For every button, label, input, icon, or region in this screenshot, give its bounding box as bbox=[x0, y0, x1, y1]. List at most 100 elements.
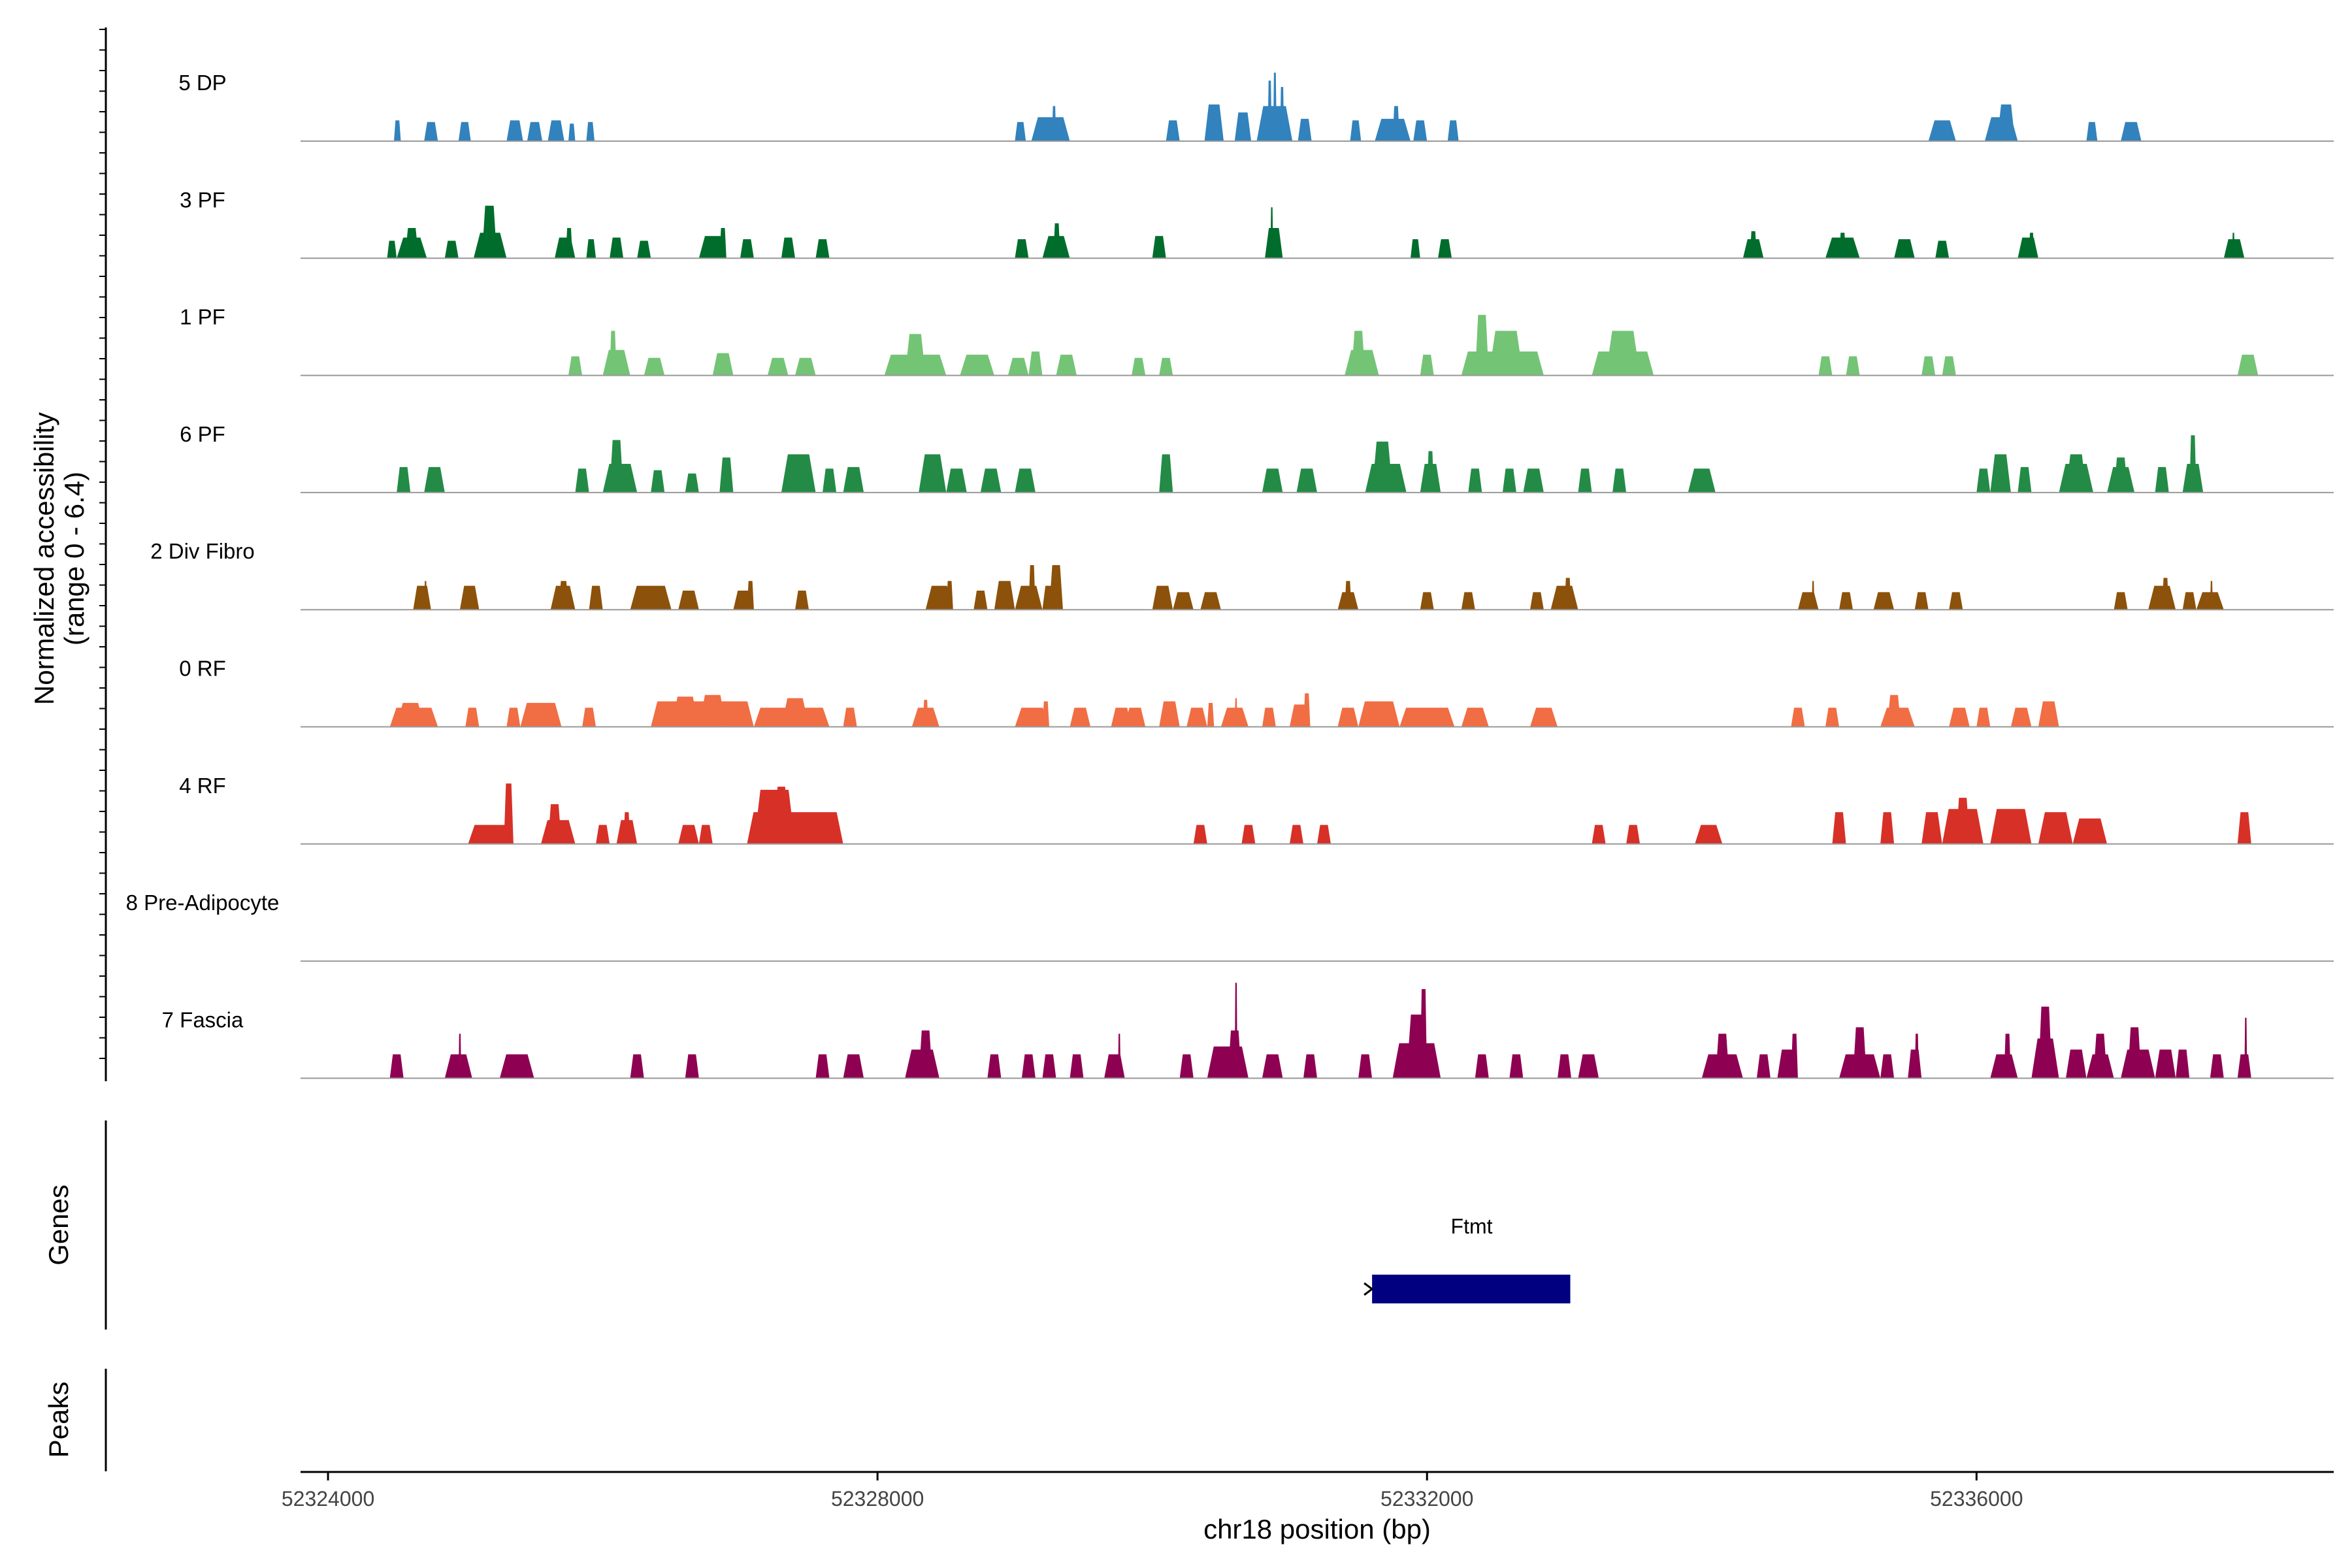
coverage-peak bbox=[1873, 592, 1895, 610]
coverage-peak bbox=[2038, 701, 2059, 727]
coverage-peak bbox=[1399, 708, 1455, 727]
strand-arrow bbox=[1364, 1282, 1374, 1296]
coverage-peak bbox=[2072, 818, 2108, 844]
coverage-peak bbox=[404, 228, 419, 259]
coverage-peak bbox=[1303, 693, 1311, 727]
coverage-peak bbox=[2148, 585, 2176, 610]
coverage-peak bbox=[1152, 585, 1173, 610]
genes-panel: Genes Ftmt bbox=[43, 1120, 1573, 1330]
coverage-peak bbox=[1447, 120, 1459, 141]
coverage-peak bbox=[1021, 1054, 1036, 1079]
coverage-peak bbox=[946, 581, 953, 610]
coverage-peak bbox=[2086, 122, 2098, 141]
coverage-peak bbox=[2189, 435, 2197, 493]
coverage-peak bbox=[925, 585, 953, 610]
x-axis-title: chr18 position (bp) bbox=[1203, 1514, 1431, 1544]
coverage-peak bbox=[1028, 351, 1043, 376]
coverage-peak bbox=[2155, 1049, 2176, 1079]
coverage-peak bbox=[1550, 585, 1578, 610]
coverage-peak bbox=[1949, 592, 1963, 610]
coverage-peak bbox=[1420, 988, 1428, 1079]
coverage-peak bbox=[1846, 356, 1860, 376]
coverage-peak bbox=[2232, 233, 2235, 259]
coverage-peak bbox=[1028, 565, 1036, 610]
track-0-rf: 0 RF bbox=[179, 657, 2334, 728]
coverage-peak bbox=[565, 228, 573, 259]
coverage-peak bbox=[1578, 468, 1592, 493]
track-label: 8 Pre-Adipocyte bbox=[126, 890, 280, 915]
coverage-peak bbox=[994, 581, 1015, 610]
coverage-peak bbox=[1317, 825, 1331, 844]
coverage-peak bbox=[905, 334, 926, 376]
coverage-peak bbox=[678, 825, 699, 844]
coverage-peak bbox=[1298, 118, 1312, 141]
coverage-peak bbox=[424, 581, 427, 610]
coverage-peak bbox=[685, 1054, 699, 1079]
coverage-peak bbox=[630, 585, 672, 610]
coverage-peak bbox=[424, 122, 438, 141]
track-label: 1 PF bbox=[180, 305, 225, 329]
coverage-peak bbox=[1053, 223, 1060, 259]
coverage-peak bbox=[1914, 592, 1929, 610]
coverage-peak bbox=[1234, 698, 1237, 727]
coverage-peak bbox=[458, 1034, 461, 1079]
coverage-peak bbox=[712, 353, 734, 376]
coverage-peak bbox=[1461, 708, 1489, 727]
coverage-peak bbox=[2127, 1027, 2142, 1079]
coverage-peak bbox=[1976, 708, 1991, 727]
coverage-peak bbox=[987, 1054, 1002, 1079]
coverage-peak bbox=[1949, 708, 1970, 727]
coverage-peak bbox=[444, 240, 459, 259]
coverage-peak bbox=[1839, 233, 1846, 259]
coverage-peak bbox=[802, 818, 830, 844]
coverage-peak bbox=[1997, 104, 2016, 141]
coverage-peak bbox=[2017, 466, 2032, 493]
coverage-peak bbox=[698, 694, 727, 727]
coverage-peak bbox=[1070, 708, 1091, 727]
coverage-peak bbox=[1592, 825, 1606, 844]
coverage-peak bbox=[698, 825, 713, 844]
coverage-peak bbox=[774, 787, 789, 844]
genes-panel-label: Genes bbox=[43, 1184, 74, 1266]
coverage-peak bbox=[2121, 122, 2142, 141]
coverage-peak bbox=[2182, 592, 2197, 610]
coverage-peak bbox=[2162, 578, 2169, 610]
coverage-peak bbox=[1015, 122, 1026, 141]
coverage-peak bbox=[2004, 1034, 2011, 1079]
coverage-peak bbox=[1124, 708, 1146, 727]
track-1-pf: 1 PF bbox=[180, 305, 2334, 376]
gene-body bbox=[1372, 1275, 1571, 1303]
coverage-peak bbox=[1990, 454, 2011, 493]
coverage-peak bbox=[2038, 812, 2073, 844]
coverage-peak bbox=[465, 708, 480, 727]
track-2-div-fibro: 2 Div Fibro bbox=[150, 539, 2334, 611]
coverage-peak bbox=[1358, 701, 1400, 727]
track-label: 4 RF bbox=[179, 774, 226, 798]
coverage-peak bbox=[1179, 1054, 1194, 1079]
coverage-peak bbox=[499, 1054, 534, 1079]
coverage-peak bbox=[1955, 798, 1970, 844]
coverage-peak bbox=[719, 228, 727, 259]
coverage-peak bbox=[1392, 106, 1400, 141]
coverage-peak bbox=[1413, 120, 1428, 141]
coverage-peak bbox=[1207, 702, 1215, 727]
coverage-peak bbox=[506, 120, 523, 141]
coverage-peak bbox=[740, 239, 754, 259]
coverage-peak bbox=[1234, 983, 1237, 1079]
track-4-rf: 4 RF bbox=[179, 774, 2334, 845]
x-tick-label: 52328000 bbox=[831, 1487, 924, 1511]
x-tick-label: 52336000 bbox=[1930, 1487, 2023, 1511]
coverage-peak bbox=[2176, 1049, 2190, 1079]
coverage-peak bbox=[1990, 1054, 2018, 1079]
coverage-peak bbox=[1928, 120, 1956, 141]
coverage-peak bbox=[2237, 1054, 2251, 1079]
coverage-peak bbox=[568, 123, 576, 141]
coverage-peak bbox=[843, 708, 857, 727]
coverage-peak bbox=[2155, 466, 2169, 493]
track-label: 5 DP bbox=[178, 71, 226, 95]
coverage-peak bbox=[1296, 468, 1317, 493]
coverage-peak bbox=[1688, 468, 1716, 493]
y-axis-ticks bbox=[99, 29, 106, 1059]
coverage-peak bbox=[2114, 457, 2128, 493]
